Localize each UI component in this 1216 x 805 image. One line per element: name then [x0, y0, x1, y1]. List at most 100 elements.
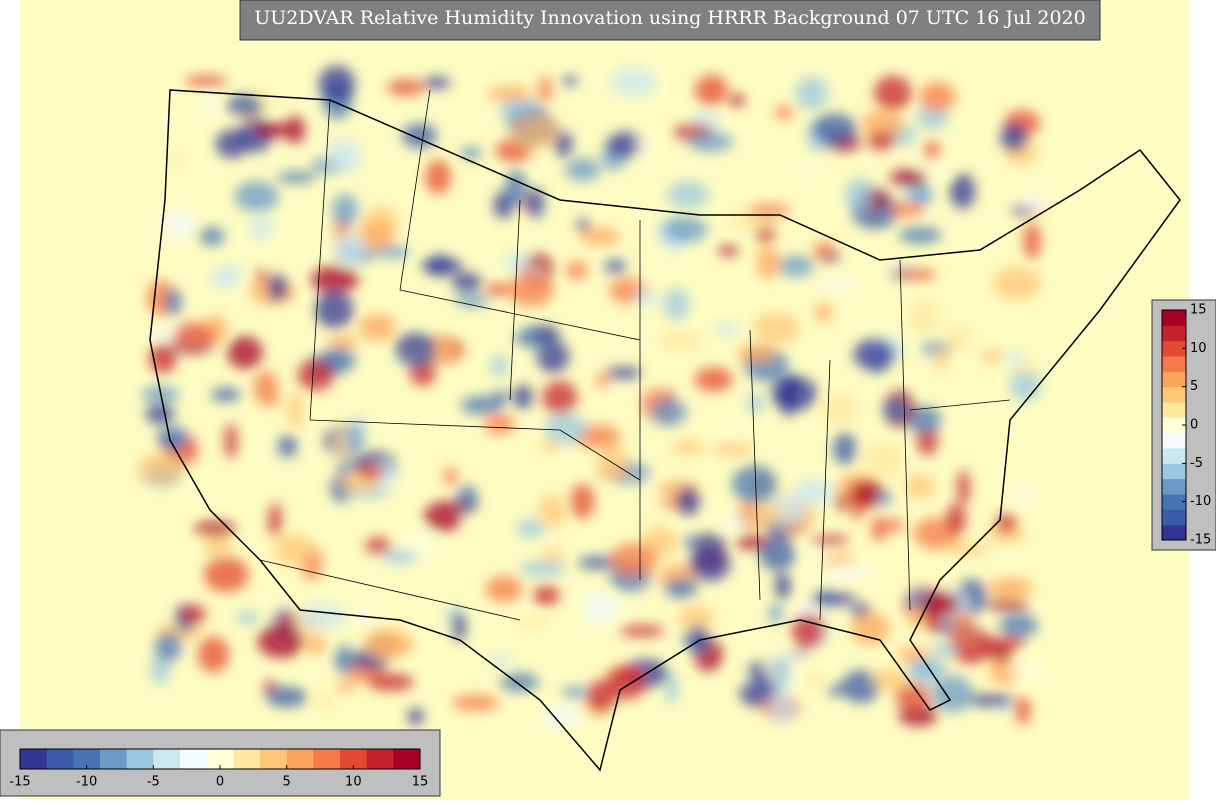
field-blob [203, 94, 216, 116]
field-blob [452, 612, 467, 642]
field-blob [273, 534, 315, 567]
field-blob [184, 75, 228, 87]
colorbar-tick-label: 15 [1190, 303, 1207, 318]
field-blob [367, 673, 414, 691]
field-blob [565, 260, 588, 281]
field-blob [821, 391, 859, 425]
colorbar-swatch [1162, 402, 1186, 418]
field-blob [178, 604, 207, 625]
map-title: UU2DVAR Relative Humidity Innovation usi… [254, 7, 1086, 29]
humidity-field [137, 65, 1050, 727]
field-blob [460, 147, 482, 159]
field-blob [993, 266, 1041, 301]
field-blob [514, 327, 561, 349]
colorbar-swatch [46, 749, 74, 769]
field-blob [909, 297, 941, 335]
field-blob [596, 373, 609, 388]
field-blob [826, 684, 846, 696]
colorbar-swatch [1162, 432, 1186, 449]
colorbar-swatch [126, 749, 154, 769]
field-blob [268, 502, 282, 538]
field-blob [485, 575, 523, 603]
field-blob [268, 273, 288, 302]
field-blob [310, 265, 359, 294]
field-blob [609, 67, 657, 97]
field-blob [452, 694, 499, 712]
field-blob [983, 636, 1026, 651]
field-blob [570, 483, 595, 519]
field-blob [815, 278, 857, 289]
field-blob [357, 464, 384, 480]
field-blob [687, 131, 734, 152]
field-blob [487, 86, 532, 102]
colorbar-swatch [1162, 478, 1186, 495]
field-blob [605, 366, 642, 379]
field-blob [920, 591, 960, 618]
field-blob [516, 519, 545, 538]
field-blob [841, 670, 880, 704]
field-blob [981, 349, 1004, 364]
field-blob [577, 555, 620, 570]
field-blob [542, 380, 578, 415]
colorbar-swatch [1162, 310, 1186, 326]
field-blob [607, 665, 647, 700]
field-blob [334, 232, 367, 266]
field-blob [713, 441, 753, 457]
field-blob [853, 338, 896, 371]
field-blob [691, 623, 705, 658]
field-blob [1021, 194, 1048, 211]
field-blob [718, 245, 739, 256]
colorbar-tick-label: 5 [1190, 379, 1198, 394]
colorbar-swatch [1162, 463, 1186, 480]
field-blob [193, 521, 237, 537]
field-blob [671, 439, 705, 455]
field-blob [164, 288, 182, 316]
field-blob [1009, 368, 1041, 402]
field-blob [888, 518, 903, 532]
field-blob [537, 76, 553, 104]
field-blob [348, 417, 367, 451]
field-blob [950, 612, 975, 642]
field-blob [423, 76, 451, 89]
field-blob [694, 367, 733, 392]
field-blob [778, 255, 815, 278]
colorbar-swatch [1162, 509, 1186, 526]
field-blob [456, 484, 478, 514]
field-blob [676, 486, 700, 516]
field-blob [485, 283, 511, 296]
field-blob [986, 527, 1028, 543]
field-blob [137, 452, 184, 484]
colorbar-swatch [206, 749, 234, 769]
field-blob [484, 414, 516, 435]
field-blob [774, 105, 794, 121]
field-blob [898, 226, 942, 244]
field-blob [619, 625, 665, 637]
field-blob [234, 180, 279, 212]
field-blob [327, 335, 360, 349]
field-blob [793, 478, 834, 505]
field-blob [203, 556, 249, 593]
field-blob [999, 613, 1038, 638]
field-blob [871, 668, 909, 691]
field-blob [224, 423, 238, 459]
field-blob [561, 686, 590, 699]
field-blob [562, 74, 578, 87]
field-blob [315, 290, 354, 329]
colorbar-tick-label: -5 [147, 775, 160, 790]
field-blob [266, 686, 307, 708]
field-blob [741, 502, 783, 527]
field-blob [945, 503, 967, 535]
field-blob [1018, 359, 1035, 375]
field-blob [816, 301, 832, 324]
field-blob [487, 654, 513, 666]
colorbar-tick-label: 10 [345, 775, 362, 790]
colorbar-swatch [153, 749, 181, 769]
field-blob [511, 114, 559, 150]
field-blob [374, 245, 410, 259]
field-blob [337, 679, 356, 693]
field-blob [678, 605, 715, 633]
field-blob [333, 428, 350, 464]
field-blob [358, 313, 397, 341]
